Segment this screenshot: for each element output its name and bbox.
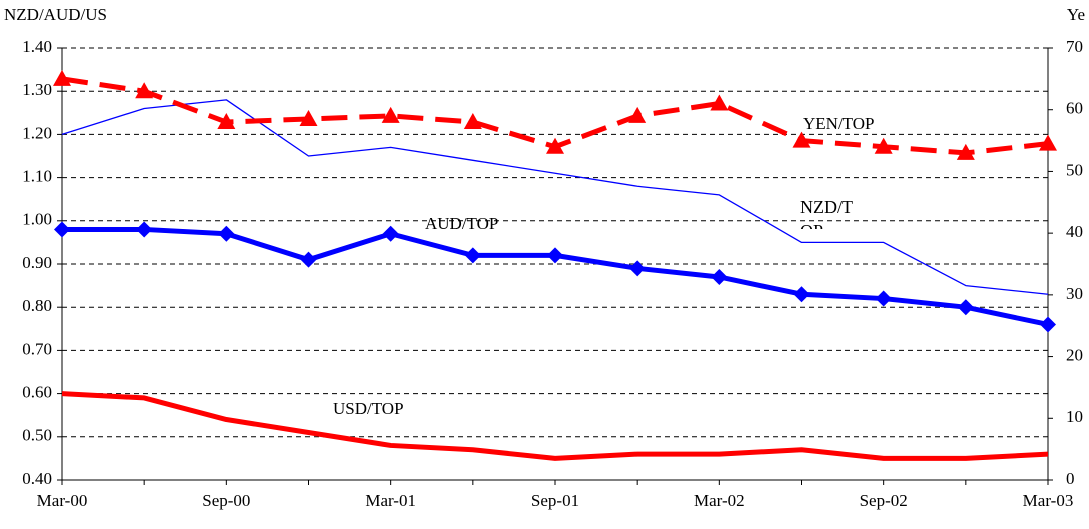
x-tick-label: Sep-00: [202, 491, 250, 510]
diamond-marker: [1040, 316, 1056, 333]
y2-tick-label: 20: [1066, 345, 1083, 364]
triangle-marker: [1039, 134, 1057, 151]
triangle-marker: [956, 143, 975, 160]
diamond-marker: [547, 247, 563, 264]
y2-tick-label: 60: [1066, 99, 1083, 118]
y-tick-label: 0.50: [22, 426, 52, 445]
diamond-marker: [464, 247, 481, 264]
series-label: YEN/TOP: [803, 114, 874, 133]
y2-tick-label: 30: [1066, 284, 1083, 303]
diamond-marker: [382, 225, 399, 242]
x-tick-label: Mar-00: [37, 491, 88, 510]
triangle-marker: [792, 131, 811, 148]
y-tick-label: 0.60: [22, 383, 52, 402]
y-tick-label: 1.40: [22, 37, 52, 56]
diamond-marker: [875, 290, 892, 307]
diamond-marker: [711, 268, 728, 285]
triangle-marker: [874, 137, 893, 154]
diamond-marker: [957, 299, 974, 316]
triangle-marker: [710, 94, 729, 111]
x-tick-label: Sep-02: [860, 491, 908, 510]
diamond-marker: [218, 225, 235, 242]
y-axis-title: NZD/AUD/US: [4, 5, 107, 24]
diamond-marker: [793, 286, 810, 303]
triangle-marker: [463, 113, 482, 130]
diamond-marker: [629, 260, 646, 277]
y2-tick-label: 40: [1066, 222, 1083, 241]
y2-tick-label: 70: [1066, 37, 1083, 56]
diamond-marker: [300, 251, 317, 268]
y-tick-label: 1.20: [22, 123, 52, 142]
series-label: USD/TOP: [333, 399, 404, 418]
x-tick-label: Sep-01: [531, 491, 579, 510]
y2-tick-label: 0: [1066, 469, 1075, 488]
y-tick-label: 0.40: [22, 469, 52, 488]
triangle-marker: [217, 113, 236, 130]
y2-axis-title: Ye: [1067, 5, 1085, 24]
series-line: [61, 99, 1049, 295]
diamond-marker: [136, 221, 153, 238]
triangle-marker: [381, 106, 400, 123]
y-tick-label: 1.30: [22, 80, 52, 99]
x-tick-label: Mar-01: [365, 491, 416, 510]
series-line: [61, 391, 1049, 461]
x-tick-label: Mar-03: [1023, 491, 1074, 510]
triangle-marker: [546, 137, 564, 154]
triangle-marker: [628, 106, 647, 123]
y-tick-label: 0.80: [22, 296, 52, 315]
x-tick-label: Mar-02: [694, 491, 745, 510]
y-tick-label: 0.70: [22, 339, 52, 358]
triangle-marker: [135, 82, 154, 99]
y-tick-label: 1.00: [22, 210, 52, 229]
triangle-marker: [299, 109, 318, 126]
series-label: NZD/TOP: [800, 197, 853, 229]
triangle-marker: [53, 69, 71, 86]
y-tick-label: 1.10: [22, 167, 52, 186]
y2-tick-label: 10: [1066, 407, 1083, 426]
y-tick-label: 0.90: [22, 253, 52, 272]
series-line: [62, 226, 1049, 327]
diamond-marker: [54, 221, 70, 238]
y2-tick-label: 50: [1066, 160, 1083, 179]
series-label: AUD/TOP: [425, 214, 498, 233]
